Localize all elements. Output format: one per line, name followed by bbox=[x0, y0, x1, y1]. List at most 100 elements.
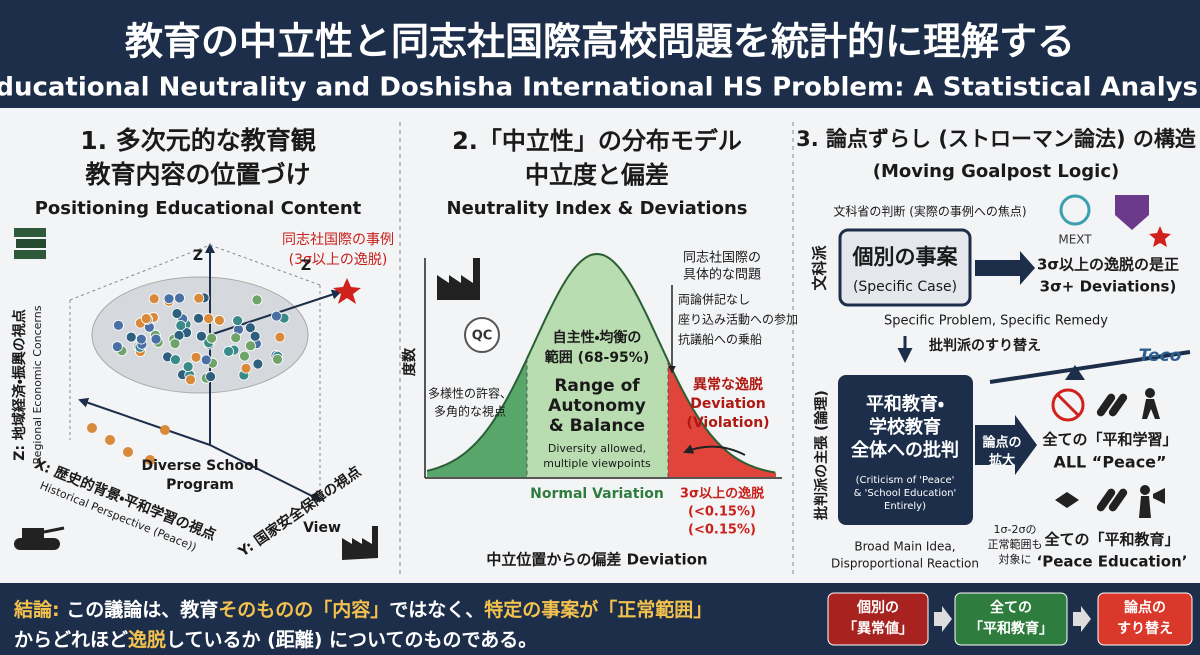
dot bbox=[171, 308, 183, 319]
curve-region bbox=[527, 254, 668, 477]
dot bbox=[223, 346, 234, 357]
dot bbox=[169, 338, 181, 350]
dot bbox=[205, 371, 216, 382]
axis-mark: Z bbox=[301, 258, 311, 274]
books-icon bbox=[14, 228, 46, 259]
dot bbox=[239, 350, 250, 362]
conclusion-part: からどれほど bbox=[14, 629, 128, 651]
group-label: 全ての「平和教育」 bbox=[1044, 531, 1179, 549]
deviation-label: (Violation) bbox=[686, 415, 769, 431]
dot bbox=[196, 330, 207, 342]
arrow bbox=[683, 444, 746, 456]
group-label: 全ての「平和学習」 bbox=[1042, 431, 1177, 449]
conclusion-part: ではなく、 bbox=[389, 599, 484, 621]
center-label: 自主性・均衡の bbox=[553, 329, 642, 346]
dot bbox=[244, 322, 256, 334]
note: Diversity allowed, bbox=[548, 442, 646, 455]
panel-title: 中立度と偏差 bbox=[525, 161, 669, 189]
dot bbox=[232, 315, 244, 327]
note: 文科省の判断 (実際の事例への焦点) bbox=[833, 205, 1026, 219]
brand: Teco bbox=[1139, 346, 1182, 366]
deviation-label: 異常な逸脱 bbox=[693, 376, 763, 393]
tail-label: (<0.15%) bbox=[688, 523, 756, 538]
dot bbox=[245, 340, 256, 352]
flow-arrow bbox=[934, 606, 952, 632]
dot bbox=[249, 330, 261, 342]
factory-icon bbox=[342, 526, 378, 560]
dot bbox=[251, 294, 263, 306]
dot bbox=[274, 331, 286, 343]
axis-label: 中立位置からの偏差 Deviation bbox=[486, 551, 707, 569]
box-subtitle: (Specific Case) bbox=[853, 279, 957, 295]
flow-arrow bbox=[1073, 606, 1091, 632]
logo-label: MEXT bbox=[1058, 233, 1092, 247]
note: multiple viewpoints bbox=[543, 457, 651, 470]
note: 多角的な視点 bbox=[434, 404, 506, 419]
subtitle: (Educational Neutrality and Doshisha Int… bbox=[0, 73, 1200, 103]
dot bbox=[140, 313, 152, 324]
tail-label: (<0.15%) bbox=[688, 505, 756, 520]
tank-icon bbox=[14, 526, 65, 550]
box-subtitle: (Criticism of 'Peace' bbox=[856, 475, 955, 486]
case-box bbox=[838, 228, 972, 307]
problem-item: 抗議船への乗船 bbox=[678, 333, 762, 347]
star bbox=[333, 278, 361, 304]
dot bbox=[252, 358, 264, 370]
axis-label: View bbox=[303, 520, 341, 536]
remedy: 3σ+ Deviations) bbox=[1040, 278, 1177, 296]
icons bbox=[1051, 388, 1165, 518]
dot bbox=[105, 435, 115, 445]
dot bbox=[271, 310, 282, 322]
conclusion: 結論: この議論は、教育そのものの「内容」ではなく、特定の事案が「正常範囲」 bbox=[13, 598, 712, 621]
dot bbox=[170, 354, 181, 366]
arrow bbox=[975, 251, 1035, 285]
remedy: 3σ以上の逸脱の是正 bbox=[1037, 256, 1179, 274]
panel-title: 教育内容の位置づけ bbox=[84, 160, 310, 189]
center-label: & Balance bbox=[549, 416, 645, 436]
center-label: Diverse School bbox=[141, 458, 258, 474]
axis-label: Z: 地域経済・振興の視点 bbox=[11, 309, 28, 460]
group-label: ‘Peace Education’ bbox=[1037, 553, 1188, 571]
dot bbox=[272, 353, 283, 365]
conclusion-part: 特定の事案が「正常範囲」 bbox=[484, 598, 712, 621]
center-label: 範囲 (68-95%) bbox=[545, 349, 649, 366]
normal-label: Normal Variation bbox=[530, 486, 664, 502]
box-subtitle: Entirely) bbox=[884, 501, 926, 512]
note: Specific Problem, Specific Remedy bbox=[884, 314, 1108, 329]
side-label: 文科派 bbox=[811, 245, 829, 291]
dot bbox=[182, 361, 194, 372]
note: 対象に bbox=[999, 553, 1032, 566]
flow-label: 「平和教育」 bbox=[969, 620, 1053, 637]
note: 多様性の許容、 bbox=[428, 387, 512, 401]
center-label: Autonomy bbox=[548, 396, 646, 416]
curve bbox=[426, 252, 776, 474]
conclusion-part: 結論: bbox=[13, 598, 60, 621]
axis-label: Regional Economic Concerns bbox=[31, 305, 44, 464]
curve-region bbox=[427, 358, 527, 477]
note: 正常範囲も bbox=[988, 537, 1043, 551]
problem-title: 同志社国際の bbox=[683, 251, 761, 266]
dot bbox=[113, 319, 124, 331]
problem-item: 座り込み活動への参加 bbox=[678, 313, 798, 327]
dot bbox=[125, 331, 137, 343]
factory-icon bbox=[437, 258, 480, 300]
axis-mark: Z bbox=[193, 248, 203, 264]
expand-arrow bbox=[975, 415, 1037, 475]
dot bbox=[240, 362, 252, 374]
group-label: ALL “Peace” bbox=[1053, 453, 1166, 472]
case-label: (3σ以上の逸脱) bbox=[289, 252, 388, 268]
conclusion-part: 逸脱 bbox=[128, 628, 166, 651]
tail-label: 3σ以上の逸脱 bbox=[680, 486, 764, 502]
conclusion-part: この議論は、教育 bbox=[60, 598, 219, 621]
flow-label: 個別の bbox=[856, 599, 899, 616]
dot bbox=[87, 423, 97, 433]
center-label: Range of bbox=[554, 376, 640, 396]
box-title: 全体への批判 bbox=[851, 439, 959, 461]
dot bbox=[163, 293, 175, 305]
side-label: 批判派の主張 (論理) bbox=[813, 390, 830, 520]
flow-label: すり替え bbox=[1117, 620, 1173, 637]
panel-subtitle: Neutrality Index & Deviations bbox=[447, 198, 748, 219]
box-title: 個別の事案 bbox=[852, 245, 959, 269]
